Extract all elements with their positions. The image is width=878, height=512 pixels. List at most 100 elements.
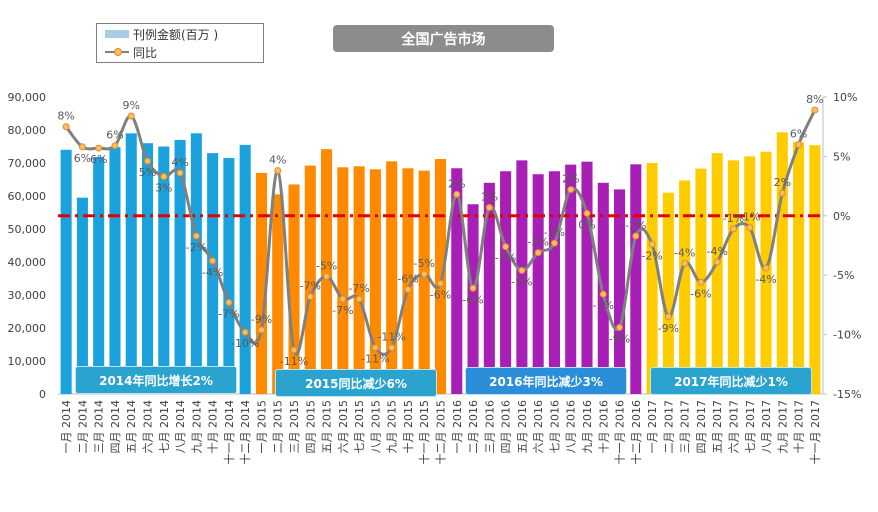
x-tick-label: 三月 2016: [483, 400, 496, 454]
x-tick-label: 九月 2015: [386, 400, 399, 454]
y-right-tick-label: 0%: [833, 210, 850, 223]
x-tick-label: 三月 2015: [288, 400, 301, 454]
yoy-marker: [371, 344, 379, 352]
yoy-data-label: -1%: [739, 211, 760, 224]
bar: [809, 145, 821, 394]
yoy-marker: [290, 346, 298, 354]
x-tick-label: 九月 2016: [581, 400, 594, 454]
bar: [548, 171, 560, 394]
yoy-marker: [681, 259, 689, 267]
x-tick-label: 四月 2015: [304, 400, 317, 454]
x-tick-label: 五月 2016: [516, 400, 529, 454]
bar: [467, 204, 479, 394]
yoy-marker: [176, 169, 184, 177]
x-tick-label: 五月 2014: [125, 400, 138, 454]
y-left-tick-label: 80,000: [8, 124, 47, 137]
legend-item-line: 同比: [105, 44, 157, 60]
yoy-marker: [437, 280, 444, 288]
yoy-marker: [599, 290, 607, 298]
yoy-data-label: -6%: [430, 289, 451, 302]
yoy-data-label: 2%: [448, 177, 465, 190]
y-left-tick-label: 90,000: [8, 91, 47, 104]
bar: [630, 164, 642, 394]
yoy-marker: [795, 141, 803, 149]
yoy-data-label: 4%: [269, 154, 286, 167]
yoy-marker: [306, 293, 314, 301]
yoy-data-label: 0%: [578, 218, 595, 231]
x-tick-label: 二月 2017: [662, 400, 675, 454]
year-summary-annotation: 2014年同比增长2%: [75, 366, 237, 394]
x-tick-label: 十一月 2015: [417, 400, 431, 465]
yoy-marker: [648, 240, 656, 248]
yoy-data-label: -11%: [361, 353, 389, 366]
yoy-marker: [144, 157, 152, 165]
x-tick-label: 五月 2015: [321, 400, 334, 454]
yoy-marker: [713, 258, 721, 266]
x-tick-label: 六月 2017: [727, 400, 740, 454]
yoy-marker: [225, 299, 233, 307]
yoy-marker: [583, 209, 591, 217]
yoy-data-label: -2%: [625, 219, 646, 232]
x-tick-label: 八月 2017: [760, 400, 773, 454]
x-tick-label: 十二月 2016: [629, 400, 643, 465]
yoy-data-label: -9%: [609, 332, 630, 345]
x-tick-label: 四月 2017: [695, 400, 708, 454]
x-tick-label: 十二月 2014: [238, 400, 252, 465]
year-summary-annotation: 2016年同比减少3%: [465, 367, 627, 395]
x-tick-label: 二月 2014: [76, 400, 89, 454]
yoy-marker: [323, 272, 331, 280]
bar: [239, 144, 251, 394]
yoy-marker: [127, 112, 135, 120]
bar: [93, 157, 105, 394]
x-tick-label: 八月 2015: [369, 400, 382, 454]
bar: [321, 149, 333, 394]
yoy-marker: [355, 295, 363, 303]
x-tick-label: 十一月 2017: [808, 400, 822, 465]
bar: [614, 189, 626, 394]
yoy-data-label: 8%: [806, 93, 823, 106]
yoy-marker: [534, 249, 542, 257]
x-tick-label: 七月 2016: [548, 400, 561, 454]
y-left-tick-label: 50,000: [8, 223, 47, 236]
yoy-marker: [746, 224, 754, 232]
bar: [581, 161, 593, 394]
yoy-marker: [697, 278, 705, 286]
yoy-marker: [453, 190, 461, 198]
bar: [76, 197, 88, 394]
yoy-data-label: 2%: [774, 176, 791, 189]
bar: [141, 143, 154, 394]
bar: [793, 142, 805, 394]
bar: [60, 149, 72, 394]
bar: [223, 158, 235, 394]
x-tick-label: 十一月 2016: [613, 400, 627, 465]
bar: [304, 165, 316, 394]
yoy-marker: [616, 323, 624, 331]
y-left-tick-label: 20,000: [8, 322, 47, 335]
bar: [207, 153, 219, 394]
bar: [288, 184, 300, 394]
x-tick-label: 一月 2014: [60, 400, 73, 454]
bar: [500, 171, 512, 394]
bar: [744, 156, 756, 394]
bar: [109, 147, 121, 394]
yoy-data-label: -7%: [332, 304, 353, 317]
y-left-tick-label: 30,000: [8, 289, 47, 302]
y-left-tick-label: 70,000: [8, 157, 47, 170]
yoy-data-label: -10%: [231, 337, 259, 350]
yoy-marker: [241, 328, 249, 336]
x-tick-label: 四月 2016: [500, 400, 513, 454]
x-tick-label: 十月 2014: [206, 400, 220, 454]
yoy-marker: [502, 243, 510, 251]
yoy-marker: [567, 186, 575, 194]
yoy-data-label: -6%: [690, 287, 711, 300]
yoy-data-label: -11%: [377, 331, 405, 344]
x-tick-label: 八月 2014: [174, 400, 187, 454]
x-tick-label: 十月 2015: [401, 400, 415, 454]
bar: [679, 180, 691, 394]
yoy-data-label: -2%: [544, 226, 565, 239]
x-tick-label: 十二月 2015: [434, 400, 448, 465]
bar: [190, 133, 202, 395]
y-right-tick-label: -10%: [833, 329, 861, 342]
chart-title: 全国广告市场: [333, 25, 554, 52]
